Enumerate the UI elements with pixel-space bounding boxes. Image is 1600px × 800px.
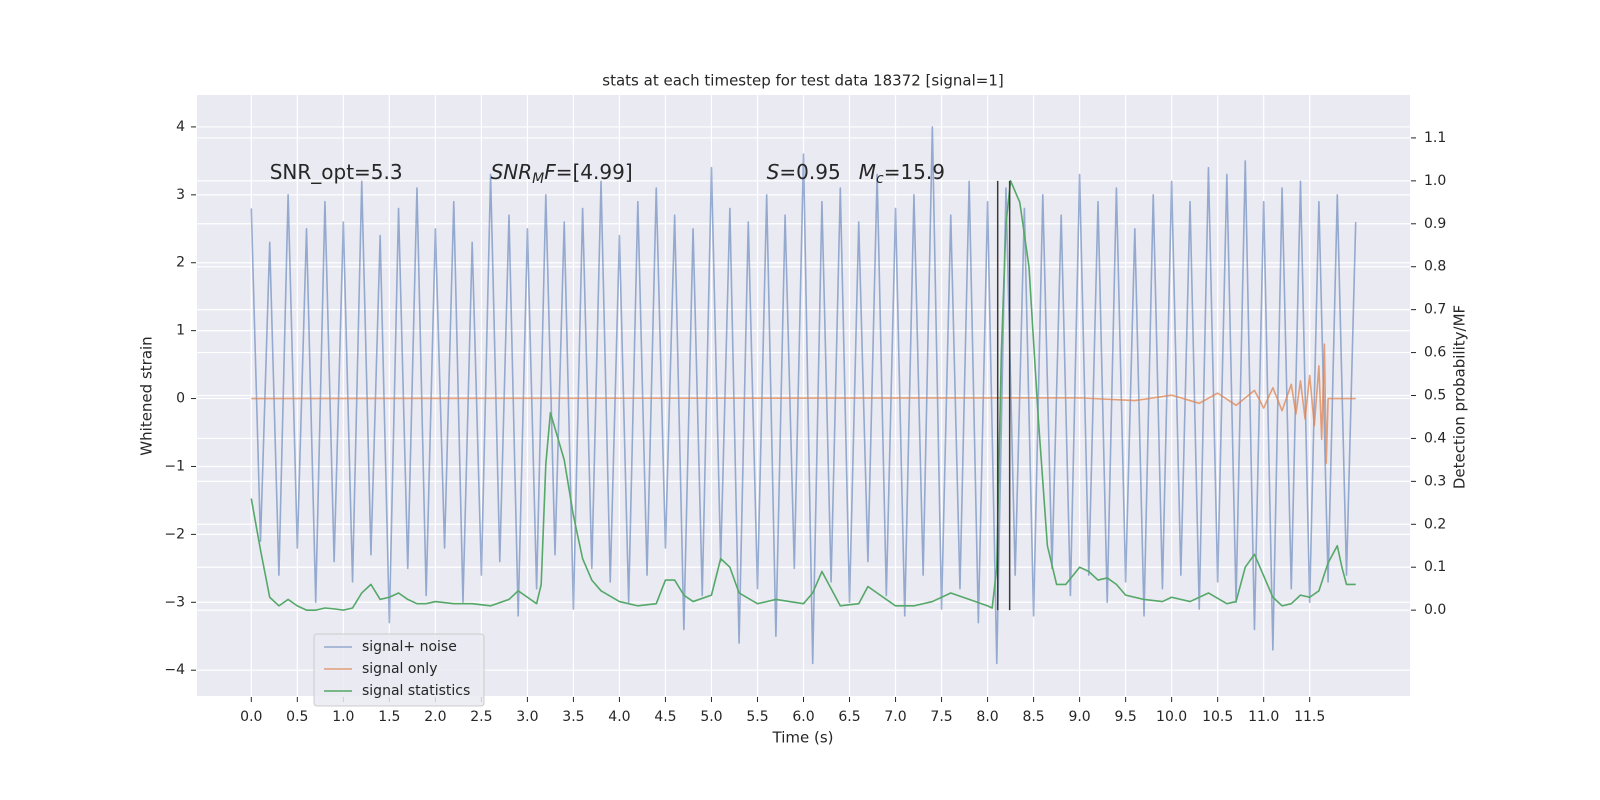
annotation-part: S (767, 160, 780, 184)
annotation-part: M (532, 171, 544, 187)
x-tick-label: 11.5 (1294, 709, 1325, 725)
x-tick-label: 8.5 (1022, 709, 1044, 725)
legend-label: signal only (362, 661, 437, 677)
y-tick-label: −3 (164, 594, 185, 610)
annotation-part: =15.9 (884, 160, 945, 184)
y-tick-label: −2 (164, 526, 185, 542)
y2-tick-label: 0.6 (1424, 345, 1446, 361)
x-tick-label: 7.0 (884, 709, 906, 725)
annotation-part: c (876, 171, 884, 187)
y2-tick-label: 0.5 (1424, 388, 1446, 404)
x-axis-label: Time (s) (772, 729, 834, 747)
x-tick-label: 9.5 (1114, 709, 1136, 725)
y2-tick-label: 0.3 (1424, 473, 1446, 489)
x-tick-label: 5.0 (700, 709, 722, 725)
y-tick-label: 1 (176, 323, 185, 339)
x-tick-label: 10.5 (1202, 709, 1233, 725)
y2-tick-label: 0.4 (1424, 430, 1446, 446)
y2-tick-label: 1.0 (1424, 173, 1446, 189)
y2-axis-label: Detection probability/MF (1451, 305, 1469, 489)
x-tick-label: 9.0 (1068, 709, 1090, 725)
annotation: SNR_opt=5.3 (270, 160, 403, 184)
legend-label: signal statistics (362, 683, 470, 699)
x-tick-label: 1.5 (378, 709, 400, 725)
y-tick-label: −1 (164, 458, 185, 474)
y-tick-label: 2 (176, 255, 185, 271)
y2-tick-label: 0.7 (1424, 302, 1446, 318)
x-tick-label: 6.0 (792, 709, 814, 725)
x-tick-label: 10.0 (1156, 709, 1187, 725)
x-tick-label: 11.0 (1248, 709, 1279, 725)
legend-box (313, 633, 485, 707)
x-tick-label: 6.5 (838, 709, 860, 725)
y2-tick-label: 0.0 (1424, 602, 1446, 618)
annotation: S=0.95 (767, 160, 841, 184)
y2-tick-label: 0.8 (1424, 259, 1446, 275)
x-tick-label: 3.0 (516, 709, 538, 725)
y2-tick-label: 0.2 (1424, 516, 1446, 532)
annotation-part: =[4.99] (556, 160, 633, 184)
x-tick-label: 4.0 (608, 709, 630, 725)
annotation-part: F (544, 160, 556, 184)
y-tick-label: 4 (176, 119, 185, 135)
x-tick-label: 8.0 (976, 709, 998, 725)
chart-title: stats at each timestep for test data 183… (602, 72, 1003, 90)
x-tick-label: 1.0 (332, 709, 354, 725)
annotation-part: M (859, 160, 876, 184)
x-tick-label: 4.5 (654, 709, 676, 725)
x-tick-label: 2.0 (424, 709, 446, 725)
y2-tick-label: 1.1 (1424, 130, 1446, 146)
annotation: SNRMF=[4.99] (491, 160, 633, 188)
x-tick-label: 2.5 (470, 709, 492, 725)
legend-label: signal+ noise (362, 639, 457, 655)
y-tick-label: −4 (164, 662, 185, 678)
y2-tick-label: 0.9 (1424, 216, 1446, 232)
x-tick-label: 0.0 (240, 709, 262, 725)
annotation: Mc=15.9 (859, 160, 945, 188)
y-tick-label: 3 (176, 187, 185, 203)
y-tick-label: 0 (176, 391, 185, 407)
y2-tick-label: 0.1 (1424, 559, 1446, 575)
series-line (250, 126, 1357, 665)
series-line (251, 343, 1356, 464)
x-tick-label: 5.5 (746, 709, 768, 725)
x-tick-label: 7.5 (930, 709, 952, 725)
annotation-part: SNR (491, 160, 533, 184)
annotation-part: SNR_opt=5.3 (270, 160, 403, 184)
series-line (250, 180, 1356, 611)
annotation-part: =0.95 (779, 160, 840, 184)
x-tick-label: 3.5 (562, 709, 584, 725)
x-tick-label: 0.5 (286, 709, 308, 725)
y-axis-label: Whitened strain (138, 336, 156, 455)
